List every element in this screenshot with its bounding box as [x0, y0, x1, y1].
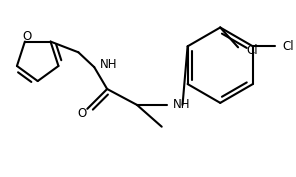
Text: NH: NH: [173, 98, 190, 111]
Text: O: O: [78, 107, 87, 120]
Text: Cl: Cl: [246, 44, 258, 57]
Text: Cl: Cl: [283, 40, 294, 53]
Text: NH: NH: [100, 58, 118, 71]
Text: O: O: [22, 30, 31, 43]
